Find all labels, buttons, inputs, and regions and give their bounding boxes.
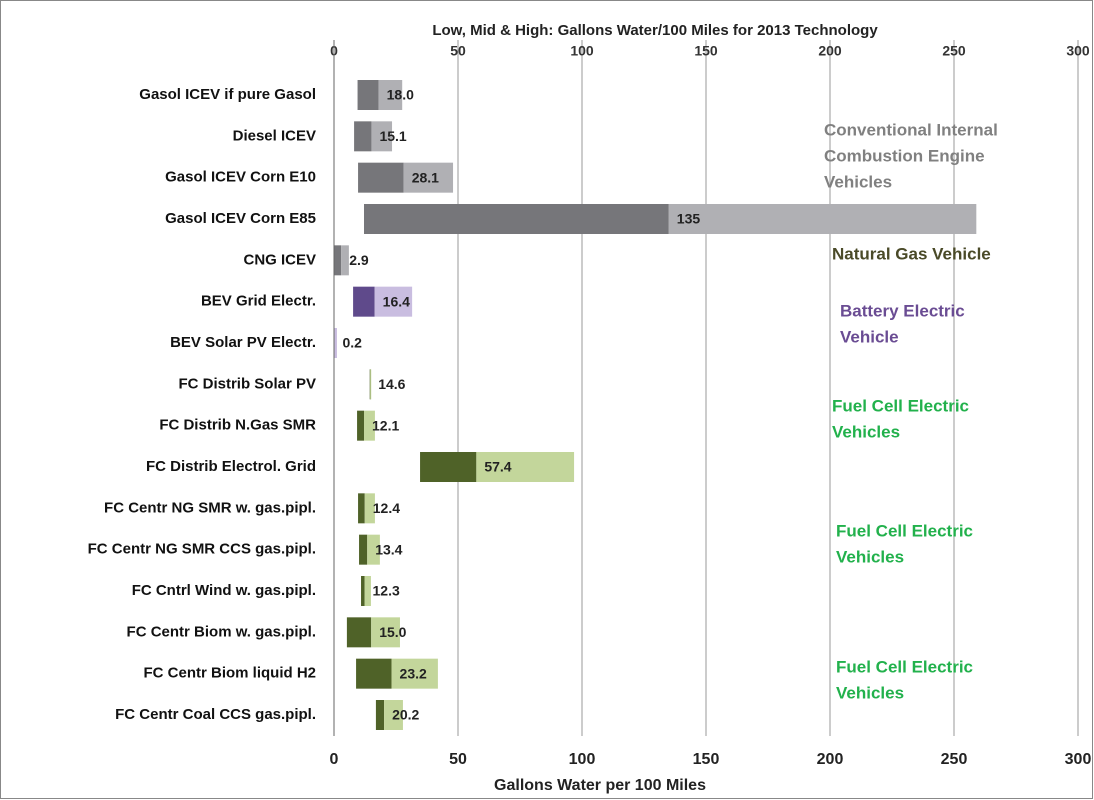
bar-low-mid [357,410,365,441]
x-tick-label-top: 200 [818,43,842,59]
data-label: 12.4 [373,500,400,516]
bar-mid-high [374,286,413,317]
bar-mid-high [384,700,403,730]
annotation: Conventional Internal [824,120,998,139]
y-tick-label: CNG ICEV [243,251,316,268]
x-axis-label: Gallons Water per 100 Miles [494,777,706,794]
annotation: Fuel Cell Electric [832,396,969,415]
bar-low-mid [364,204,669,234]
data-label: 0.2 [342,335,362,351]
annotation: Fuel Cell Electric [836,657,973,676]
x-tick-label: 300 [1065,751,1092,768]
x-tick-label: 150 [693,751,720,768]
y-tick-label: FC Centr Biom liquid H2 [144,665,317,682]
bar-low-mid [334,245,342,276]
x-tick-label: 50 [449,751,467,768]
bar-mid-high [668,204,977,234]
bar-low-mid [420,452,477,482]
bar-low-mid [353,286,375,317]
x-tick-label-top: 50 [450,43,466,59]
bar-low-mid [357,80,379,110]
bar-low-mid [361,576,365,606]
bar-mid-high [370,369,372,400]
data-label: 28.1 [412,169,439,185]
y-tick-label: Gasol ICEV Corn E10 [165,169,316,186]
data-label: 23.2 [400,665,427,681]
y-tick-label: FC Centr Biom w. gas.pipl. [127,623,316,640]
data-label: 15.0 [379,624,406,640]
bar-mid-high [391,658,438,689]
y-tick-label: FC Distrib Solar PV [178,375,316,392]
y-tick-label: FC Cntrl Wind w. gas.pipl. [132,582,316,599]
data-label: 20.2 [392,707,419,723]
x-tick-label: 0 [330,751,339,768]
data-label: 16.4 [383,293,410,309]
bar-low-mid [358,493,365,524]
data-label: 12.1 [372,417,399,433]
bar-mid-high [334,328,337,358]
annotation: Vehicles [836,547,904,566]
bar-mid-high [476,452,575,482]
bar-mid-high [364,576,371,606]
x-tick-label-top: 100 [570,43,594,59]
y-tick-label: Gasol ICEV if pure Gasol [139,86,316,103]
y-tick-label: Diesel ICEV [233,127,316,144]
bar-mid-high [364,410,375,441]
data-label: 2.9 [349,252,369,268]
bar-mid-high [341,245,349,276]
data-label: 18.0 [387,87,414,103]
bar-low-mid [375,700,385,730]
annotation: Fuel Cell Electric [836,521,973,540]
y-tick-label: BEV Grid Electr. [201,293,316,310]
data-label: 15.1 [379,128,406,144]
annotation: Vehicles [832,422,900,441]
bar-mid-high [378,80,403,110]
x-tick-label: 200 [817,751,844,768]
y-tick-label: Gasol ICEV Corn E85 [165,210,316,227]
x-tick-label: 250 [941,751,968,768]
data-label: 57.4 [484,459,511,475]
bar-low-mid [358,162,404,193]
annotation: Combustion Engine [824,146,985,165]
y-tick-label: FC Centr Coal CCS gas.pipl. [115,706,316,723]
data-label: 14.6 [378,376,405,392]
y-tick-label: FC Centr NG SMR w. gas.pipl. [104,499,316,516]
data-label: 12.3 [373,583,400,599]
bar-mid-high [371,617,400,648]
annotation: Natural Gas Vehicle [832,244,991,263]
x-tick-label-top: 250 [942,43,966,59]
y-tick-label: FC Distrib N.Gas SMR [159,417,316,434]
bar-low-mid [359,534,368,565]
bar-low-mid [356,658,392,689]
annotation: Vehicles [836,683,904,702]
bar-mid-high [364,493,375,524]
y-tick-label: BEV Solar PV Electr. [170,334,316,351]
annotation: Vehicle [840,327,899,346]
annotation: Vehicles [824,172,892,191]
y-tick-label: FC Centr NG SMR CCS gas.pipl. [88,541,316,558]
bar-low-mid [354,121,372,152]
bar-mid-high [371,121,393,152]
x-tick-label-top: 150 [694,43,718,59]
x-tick-label-top: 300 [1066,43,1090,59]
bar-mid-high [403,162,454,193]
annotation: Battery Electric [840,301,965,320]
data-label: 13.4 [375,541,402,557]
data-label: 135 [677,211,701,227]
chart-title: Low, Mid & High: Gallons Water/100 Miles… [432,22,878,39]
bar-low-mid [346,617,372,648]
x-tick-label: 100 [569,751,596,768]
bar-mid-high [367,534,380,565]
y-tick-label: FC Distrib Electrol. Grid [146,458,316,475]
